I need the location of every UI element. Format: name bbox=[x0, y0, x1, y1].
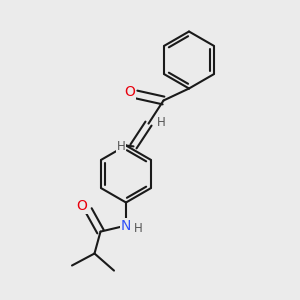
Text: O: O bbox=[76, 200, 87, 213]
Text: O: O bbox=[124, 85, 135, 99]
Text: N: N bbox=[121, 219, 131, 232]
Text: H: H bbox=[157, 116, 166, 130]
Text: H: H bbox=[134, 221, 142, 235]
Text: H: H bbox=[116, 140, 125, 154]
